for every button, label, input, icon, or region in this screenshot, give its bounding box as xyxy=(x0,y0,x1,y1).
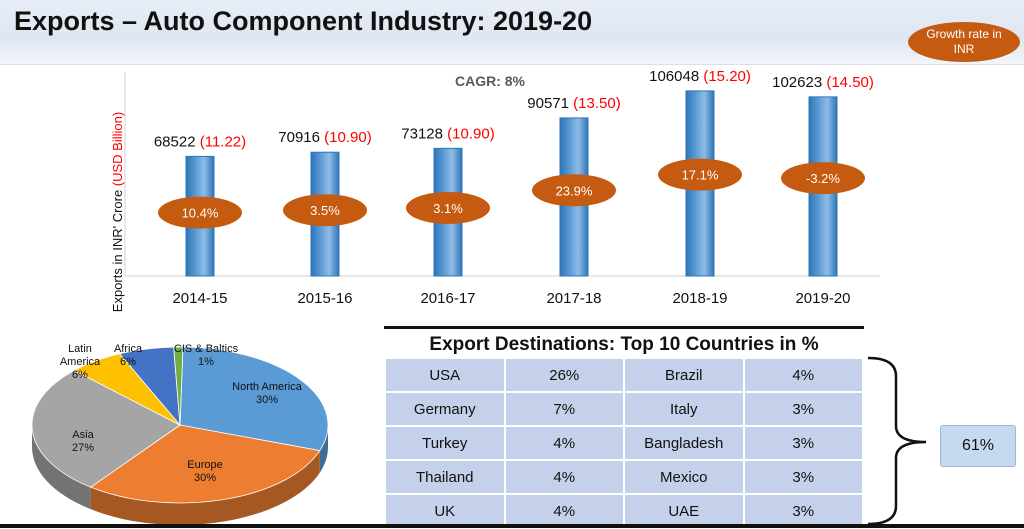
destinations-table: USA 26% Brazil 4% Germany 7% Italy 3% Turkey 4% Ba… xyxy=(384,357,864,529)
y-axis-label: Exports in INR' Crore (USD Billion) xyxy=(110,112,125,312)
destinations-pie-chart: North America 30% Europe 30% Asia 27% Latin Ame… xyxy=(31,343,329,525)
pie-side-Europe xyxy=(90,450,320,525)
bar-value-label: 106048 (15.20) xyxy=(649,68,751,85)
pie-slice-Asia xyxy=(31,370,181,488)
total-share-brace xyxy=(867,356,927,526)
x-tick-label: 2016-17 xyxy=(420,290,475,307)
growth-ellipse xyxy=(406,191,490,224)
header-banner: Exports – Auto Component Industry: 2019-… xyxy=(0,0,1024,64)
table-top-rule xyxy=(384,326,864,329)
country-cell: Germany xyxy=(384,391,506,427)
pie-label: Latin America 6% xyxy=(60,343,101,381)
pie-slice-Europe xyxy=(89,424,321,504)
growth-rate-label: 17.1% xyxy=(682,168,719,183)
growth-rate-label: 3.5% xyxy=(310,203,340,218)
pie-side-Asia xyxy=(32,425,91,510)
destinations-title: Export Destinations: Top 10 Countries in… xyxy=(429,334,819,355)
growth-ellipse xyxy=(658,158,742,191)
country-cell: Italy xyxy=(623,391,745,427)
percent-cell: 4% xyxy=(503,493,625,529)
country-cell: Mexico xyxy=(623,459,745,495)
table-row: Thailand 4% Mexico 3% xyxy=(384,459,864,495)
percent-cell: 4% xyxy=(742,357,864,393)
pie-side-North America xyxy=(319,425,328,473)
growth-ellipse xyxy=(532,174,616,207)
x-tick-label: 2018-19 xyxy=(672,290,727,307)
growth-ellipse xyxy=(158,196,242,229)
percent-cell: 3% xyxy=(742,493,864,529)
country-cell: Bangladesh xyxy=(623,425,745,461)
percent-cell: 26% xyxy=(503,357,625,393)
bar-value-label: 90571 (13.50) xyxy=(527,95,620,112)
growth-rate-label: 3.1% xyxy=(433,201,463,216)
bar-value-label: 70916 (10.90) xyxy=(278,129,371,146)
percent-cell: 4% xyxy=(503,425,625,461)
growth-rate-label: 10.4% xyxy=(182,206,219,221)
bar-value-label: 73128 (10.90) xyxy=(401,125,494,142)
pie-slice-North America xyxy=(179,346,329,452)
table-row: Turkey 4% Bangladesh 3% xyxy=(384,425,864,461)
table-row: UK 4% UAE 3% xyxy=(384,493,864,529)
export-destinations-panel: Export Destinations: Top 10 Countries in… xyxy=(384,326,864,529)
growth-ellipse xyxy=(781,162,865,195)
growth-rate-label: 23.9% xyxy=(556,183,593,198)
country-cell: Turkey xyxy=(384,425,506,461)
pie-label: Africa 6% xyxy=(114,343,143,368)
total-share-box: 61% xyxy=(940,425,1016,467)
percent-cell: 3% xyxy=(742,459,864,495)
x-tick-label: 2019-20 xyxy=(795,290,850,307)
country-cell: USA xyxy=(384,357,506,393)
bar-value-label: 102623 (14.50) xyxy=(772,74,874,91)
pie-label: North America 30% xyxy=(232,381,303,406)
percent-cell: 3% xyxy=(742,391,864,427)
bottom-rule xyxy=(0,524,1024,528)
country-cell: UAE xyxy=(623,493,745,529)
chart-title: CAGR: 8% xyxy=(455,73,526,89)
bar-value-label: 68522 (11.22) xyxy=(154,133,246,150)
percent-cell: 7% xyxy=(503,391,625,427)
pie-slice-CIS & Baltics xyxy=(173,346,184,426)
pie-label: CIS & Baltics 1% xyxy=(174,343,239,368)
x-tick-label: 2017-18 xyxy=(546,290,601,307)
country-cell: Thailand xyxy=(384,459,506,495)
growth-rate-label: -3.2% xyxy=(806,171,840,186)
percent-cell: 3% xyxy=(742,425,864,461)
growth-rate-badge: Growth rate in INR xyxy=(908,22,1020,62)
pie-label: Asia 27% xyxy=(72,429,95,454)
pie-label: Europe 30% xyxy=(187,459,222,484)
country-cell: UK xyxy=(384,493,506,529)
header-divider xyxy=(0,64,1024,65)
x-tick-label: 2014-15 xyxy=(172,290,227,307)
page-title: Exports – Auto Component Industry: 2019-… xyxy=(14,6,593,36)
country-cell: Brazil xyxy=(623,357,745,393)
growth-ellipse xyxy=(283,194,367,227)
exports-bar-chart: Exports in INR' Crore (USD Billion) CAGR:… xyxy=(110,68,880,312)
x-tick-label: 2015-16 xyxy=(297,290,352,307)
table-row: USA 26% Brazil 4% xyxy=(384,357,864,393)
percent-cell: 4% xyxy=(503,459,625,495)
table-row: Germany 7% Italy 3% xyxy=(384,391,864,427)
